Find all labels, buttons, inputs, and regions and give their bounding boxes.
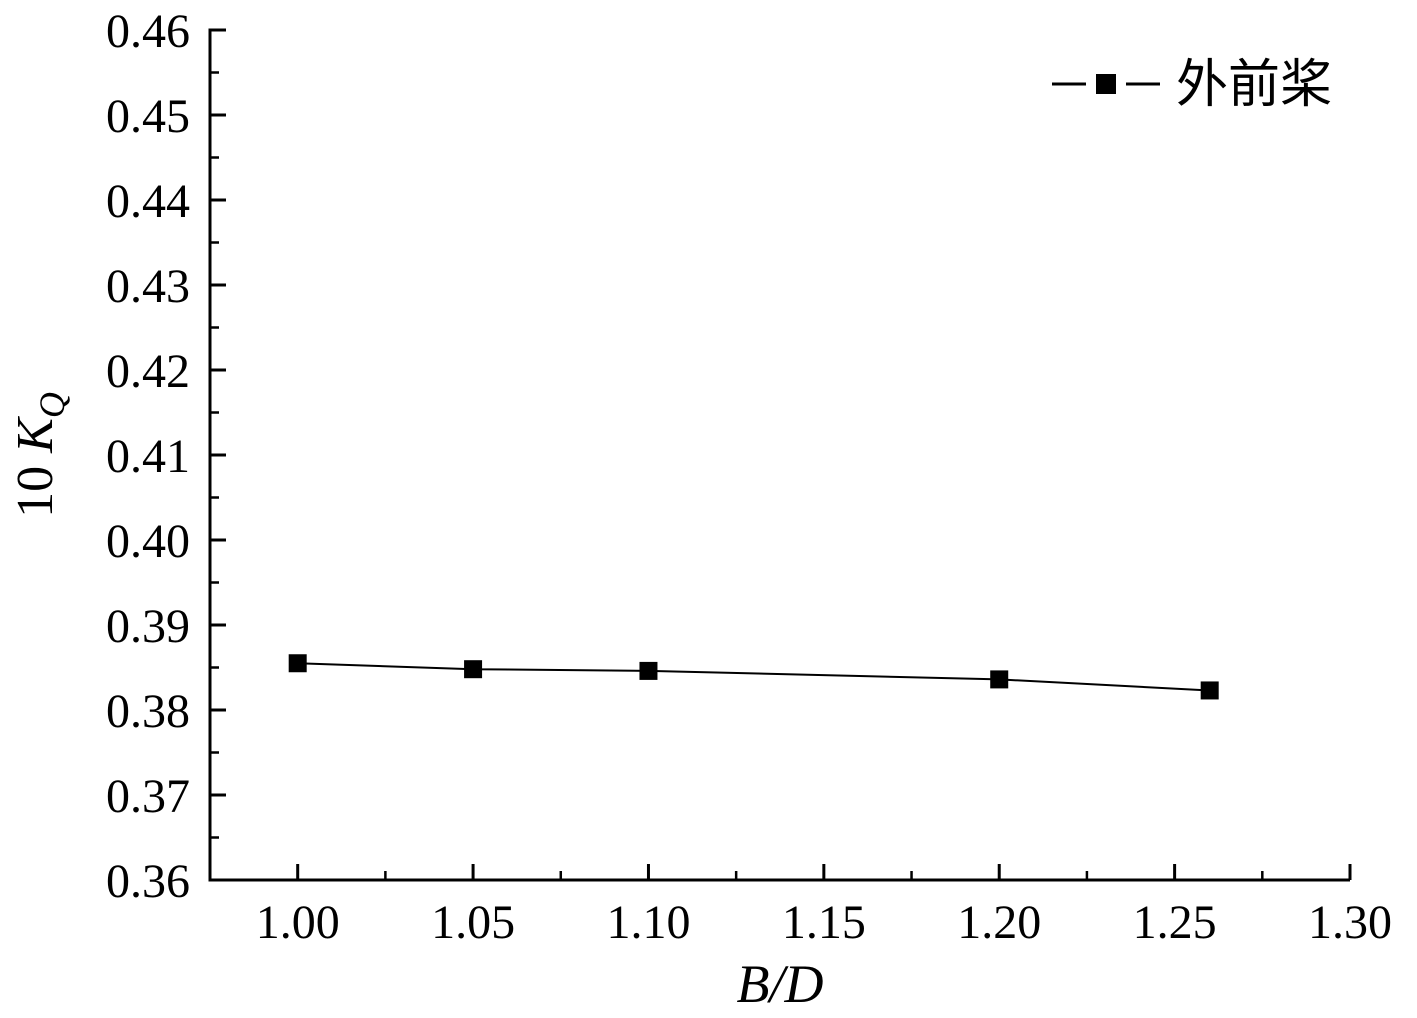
series-marker: [990, 670, 1009, 689]
y-tick-label: 0.42: [106, 345, 190, 398]
y-tick-label: 0.38: [106, 685, 190, 738]
x-tick-label: 1.05: [431, 896, 515, 949]
x-tick-label: 1.25: [1133, 896, 1217, 949]
y-tick-label: 0.46: [106, 5, 190, 58]
y-tick-label: 0.41: [106, 430, 190, 483]
x-tick-label: 1.10: [606, 896, 690, 949]
legend-series-label: 外前桨: [1176, 57, 1332, 114]
y-axis-label: 10 KQ: [7, 392, 72, 518]
series-marker: [639, 661, 658, 680]
legend-square-marker: [1096, 74, 1116, 94]
y-axis-label-subscript: Q: [32, 392, 72, 418]
y-axis-label-prefix: 10: [7, 453, 64, 518]
y-tick-label: 0.37: [106, 770, 190, 823]
y-tick-label: 0.36: [106, 855, 190, 908]
series-line: [297, 662, 1210, 692]
y-tick-label: 0.39: [106, 600, 190, 653]
y-tick-label: 0.43: [106, 260, 190, 313]
x-axis-label: B/D: [737, 954, 824, 1014]
y-tick-label: 0.40: [106, 515, 190, 568]
x-tick-label: 1.15: [782, 896, 866, 949]
x-tick-label: 1.30: [1308, 896, 1392, 949]
series-marker: [464, 660, 483, 679]
data-series: [288, 654, 1219, 700]
x-tick-label: 1.00: [256, 896, 340, 949]
y-axis-label-symbol: K: [7, 416, 64, 454]
x-tick-label: 1.20: [957, 896, 1041, 949]
legend: 外前桨: [1052, 57, 1332, 114]
y-tick-label: 0.45: [106, 90, 190, 143]
series-marker: [288, 654, 307, 673]
series-marker: [1200, 681, 1219, 700]
axes: 0.36 0.37 0.38 0.39 0.40 0.41 0.42 0.43 0.44 0.45…: [106, 5, 1392, 949]
y-tick-label: 0.44: [106, 175, 190, 228]
